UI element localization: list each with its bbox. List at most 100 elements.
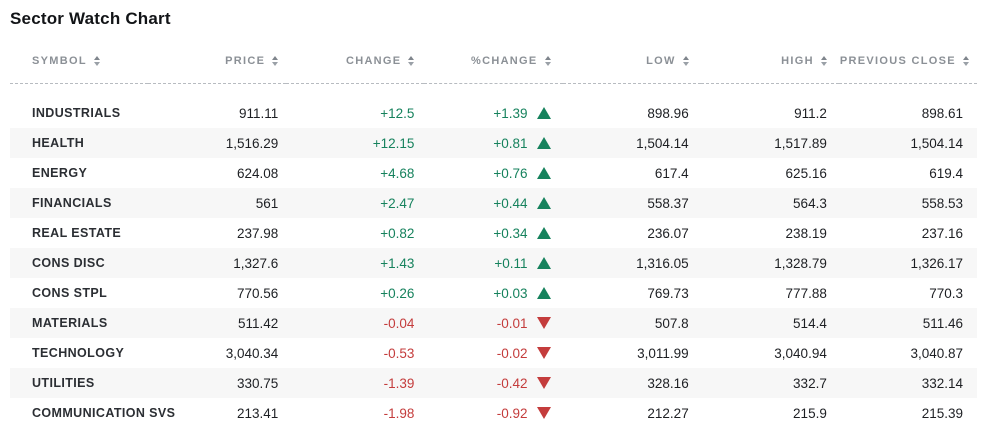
trend-down-icon (536, 347, 551, 359)
sort-icon (962, 55, 969, 66)
low-cell: 1,316.05 (636, 255, 689, 271)
symbol-cell: INDUSTRIALS (32, 106, 121, 120)
low-cell: 328.16 (647, 375, 689, 391)
pchange-cell: +0.44 (424, 188, 562, 218)
trend-down-icon (536, 317, 551, 329)
previous-close-cell: 511.46 (922, 315, 963, 331)
symbol-cell: COMMUNICATION SVS (32, 406, 176, 420)
table-row[interactable]: INDUSTRIALS 911.11 +12.5 +1.39 898.96 911.2 89… (10, 98, 977, 128)
pchange-cell: -0.02 (424, 338, 562, 368)
trend-up-icon (536, 137, 551, 149)
previous-close-cell: 898.61 (921, 105, 963, 121)
table-row[interactable]: CONS DISC 1,327.6 +1.43 +0.11 1,316.05 1,328.… (10, 248, 977, 278)
sector-table: SYMBOL PRICE CHANGE %CHANGE LOW HIGH PREVIOUS … (10, 39, 977, 428)
price-cell: 237.98 (236, 225, 279, 241)
column-label: HIGH (781, 54, 814, 67)
column-header-low[interactable]: LOW (562, 39, 701, 84)
column-header-pchange[interactable]: %CHANGE (424, 39, 563, 84)
sort-icon (544, 55, 551, 66)
change-cell: +0.82 (380, 225, 415, 241)
high-cell: 1,328.79 (774, 255, 827, 271)
pchange-value: +0.76 (493, 165, 528, 181)
table-body: INDUSTRIALS 911.11 +12.5 +1.39 898.96 911.2 89… (10, 83, 977, 428)
pchange-value: +0.03 (493, 285, 528, 301)
trend-up-icon (536, 227, 551, 239)
low-cell: 1,504.14 (636, 135, 689, 151)
change-cell: -0.04 (383, 315, 415, 331)
previous-close-cell: 1,326.17 (910, 255, 963, 271)
trend-down-icon (536, 407, 551, 419)
high-cell: 3,040.94 (774, 345, 827, 361)
previous-close-cell: 237.16 (921, 225, 963, 241)
column-label: CHANGE (345, 54, 402, 67)
price-cell: 511.42 (237, 315, 279, 331)
column-header-high[interactable]: HIGH (700, 39, 839, 84)
previous-close-cell: 558.53 (921, 195, 963, 211)
trend-up-icon (536, 167, 551, 179)
low-cell: 212.27 (647, 405, 689, 421)
table-header: SYMBOL PRICE CHANGE %CHANGE LOW HIGH PREVIOUS … (10, 39, 977, 84)
table-row[interactable]: FINANCIALS 561 +2.47 +0.44 558.37 564.3 558.53 (10, 188, 977, 218)
pchange-cell: +0.11 (424, 248, 562, 278)
pchange-cell: -0.92 (424, 398, 562, 428)
pchange-cell: +0.81 (424, 128, 562, 158)
column-header-prev[interactable]: PREVIOUS CLOSE (838, 39, 977, 84)
price-cell: 1,327.6 (233, 255, 279, 271)
low-cell: 898.96 (647, 105, 689, 121)
sort-icon (820, 55, 827, 66)
trend-up-icon (536, 257, 551, 269)
table-row[interactable]: REAL ESTATE 237.98 +0.82 +0.34 236.07 238.19 2… (10, 218, 977, 248)
change-cell: +1.43 (380, 255, 415, 271)
column-header-symbol[interactable]: SYMBOL (10, 39, 149, 84)
high-cell: 911.2 (794, 105, 827, 121)
column-header-price[interactable]: PRICE (148, 39, 287, 84)
pchange-value: +0.44 (493, 195, 528, 211)
symbol-cell: FINANCIALS (32, 196, 112, 210)
change-cell: -1.39 (383, 375, 415, 391)
symbol-cell: UTILITIES (32, 376, 95, 390)
symbol-cell: REAL ESTATE (32, 226, 122, 240)
price-cell: 624.08 (236, 165, 279, 181)
sort-icon (408, 55, 415, 66)
column-label: SYMBOL (32, 54, 87, 67)
pchange-cell: +0.34 (424, 218, 562, 248)
low-cell: 236.07 (647, 225, 689, 241)
table-row[interactable]: TECHNOLOGY 3,040.34 -0.53 -0.02 3,011.99 3,04… (10, 338, 977, 368)
table-row[interactable]: MATERIALS 511.42 -0.04 -0.01 507.8 514.4 511.4… (10, 308, 977, 338)
change-cell: +12.15 (372, 135, 415, 151)
pchange-value: +0.11 (494, 255, 528, 271)
table-row[interactable]: ENERGY 624.08 +4.68 +0.76 617.4 625.16 619.4 (10, 158, 977, 188)
header-gap (10, 83, 977, 98)
table-row[interactable]: UTILITIES 330.75 -1.39 -0.42 328.16 332.7 332.… (10, 368, 977, 398)
previous-close-cell: 215.39 (921, 405, 963, 421)
price-cell: 561 (255, 195, 279, 211)
trend-up-icon (536, 107, 551, 119)
pchange-value: -0.01 (496, 315, 528, 331)
price-cell: 213.41 (236, 405, 279, 421)
trend-up-icon (536, 197, 551, 209)
low-cell: 769.73 (647, 285, 689, 301)
high-cell: 1,517.89 (774, 135, 827, 151)
pchange-value: -0.42 (496, 375, 528, 391)
price-cell: 1,516.29 (225, 135, 279, 151)
symbol-cell: CONS DISC (32, 256, 106, 270)
previous-close-cell: 1,504.14 (910, 135, 963, 151)
column-header-change[interactable]: CHANGE (286, 39, 425, 84)
pchange-value: +0.34 (493, 225, 528, 241)
change-cell: -0.53 (383, 345, 415, 361)
trend-up-icon (536, 287, 551, 299)
page-title: Sector Watch Chart (10, 9, 171, 28)
change-cell: +12.5 (380, 105, 415, 121)
change-cell: +0.26 (380, 285, 415, 301)
previous-close-cell: 619.4 (929, 165, 963, 181)
high-cell: 215.9 (793, 405, 827, 421)
header-row: SYMBOL PRICE CHANGE %CHANGE LOW HIGH PREVIOUS … (10, 39, 977, 84)
sort-icon (682, 55, 689, 66)
column-label: %CHANGE (471, 54, 538, 67)
table-row[interactable]: COMMUNICATION SVS 213.41 -1.98 -0.92 212.27 2… (10, 398, 977, 428)
table-row[interactable]: CONS STPL 770.56 +0.26 +0.03 769.73 777.88 770… (10, 278, 977, 308)
table-row[interactable]: HEALTH 1,516.29 +12.15 +0.81 1,504.14 1,517.8… (10, 128, 977, 158)
low-cell: 558.37 (647, 195, 689, 211)
high-cell: 625.16 (785, 165, 827, 181)
